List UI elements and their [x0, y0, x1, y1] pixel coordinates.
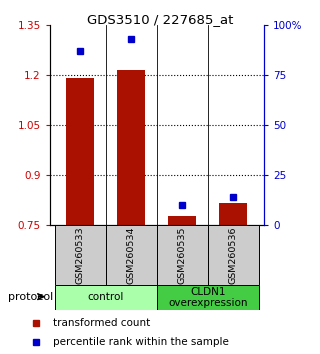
- Text: GSM260535: GSM260535: [178, 226, 187, 284]
- Bar: [219, 203, 247, 225]
- Text: control: control: [88, 292, 124, 302]
- Bar: [168, 216, 196, 225]
- FancyBboxPatch shape: [157, 285, 259, 310]
- FancyBboxPatch shape: [106, 225, 157, 285]
- Text: CLDN1
overexpression: CLDN1 overexpression: [168, 286, 248, 308]
- FancyBboxPatch shape: [208, 225, 259, 285]
- Text: GDS3510 / 227685_at: GDS3510 / 227685_at: [87, 13, 233, 26]
- Text: transformed count: transformed count: [53, 318, 150, 327]
- Bar: [117, 70, 145, 225]
- Bar: [66, 78, 94, 225]
- FancyBboxPatch shape: [55, 285, 157, 310]
- Text: GSM260536: GSM260536: [229, 226, 238, 284]
- Text: GSM260534: GSM260534: [127, 226, 136, 284]
- Text: percentile rank within the sample: percentile rank within the sample: [53, 337, 229, 347]
- Text: protocol: protocol: [8, 292, 53, 302]
- FancyBboxPatch shape: [157, 225, 208, 285]
- FancyBboxPatch shape: [55, 225, 106, 285]
- Text: GSM260533: GSM260533: [76, 226, 85, 284]
